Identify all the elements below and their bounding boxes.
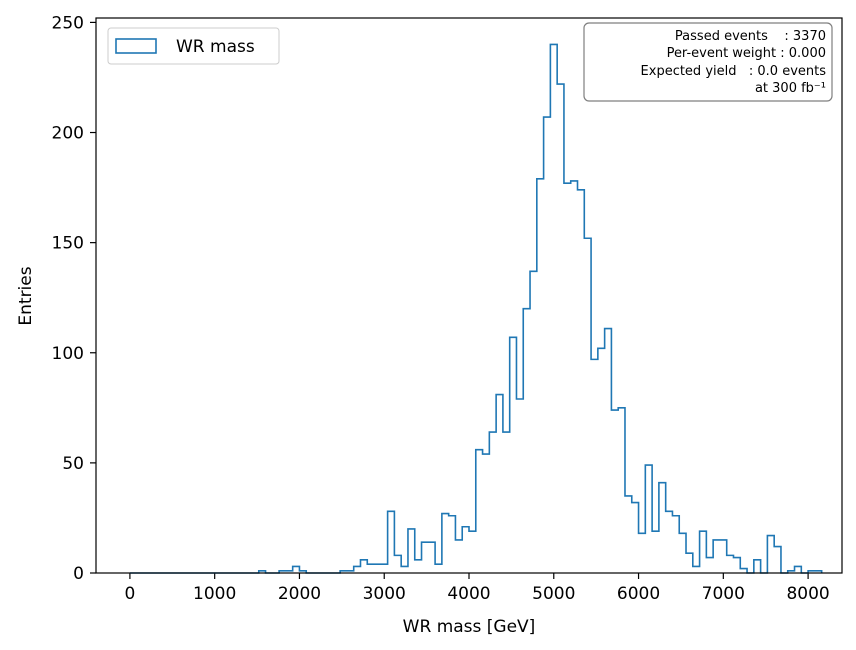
x-tick-label: 8000 [786, 584, 829, 604]
axis-ticks: 0 1000 2000 3000 4000 5000 6000 7000 8000 0 50 100 1… [52, 13, 830, 604]
plot-frame [95, 17, 843, 574]
histogram-step-line [129, 43, 823, 574]
legend: WR mass [107, 27, 280, 65]
y-tick-label: 100 [52, 344, 84, 364]
x-tick-label: 1000 [193, 584, 236, 604]
x-tick-label: 2000 [278, 584, 321, 604]
info-box: Passed events : 3370 Per-event weight : … [583, 22, 833, 102]
y-tick-label: 0 [73, 564, 84, 584]
x-tick-label: 7000 [702, 584, 745, 604]
y-tick-label: 50 [62, 454, 84, 474]
legend-swatch [115, 38, 157, 54]
info-line-weight: Per-event weight : 0.000 [667, 46, 826, 61]
y-axis-label: Entries [16, 266, 36, 325]
x-tick-label: 4000 [447, 584, 490, 604]
info-line-lumi: at 300 fb⁻¹ [755, 81, 826, 96]
y-tick-label: 250 [52, 13, 84, 33]
info-line-yield: Expected yield : 0.0 events [641, 64, 827, 79]
x-axis-label: WR mass [GeV] [403, 617, 536, 637]
x-tick-label: 6000 [617, 584, 660, 604]
legend-label: WR mass [176, 37, 255, 57]
x-tick-label: 0 [124, 584, 135, 604]
y-tick-label: 200 [52, 124, 84, 144]
info-line-passed: Passed events : 3370 [675, 29, 826, 44]
y-tick-label: 150 [52, 234, 84, 254]
info-box-frame [583, 22, 833, 102]
x-tick-label: 3000 [363, 584, 406, 604]
legend-frame [107, 27, 280, 65]
x-tick-label: 5000 [532, 584, 575, 604]
